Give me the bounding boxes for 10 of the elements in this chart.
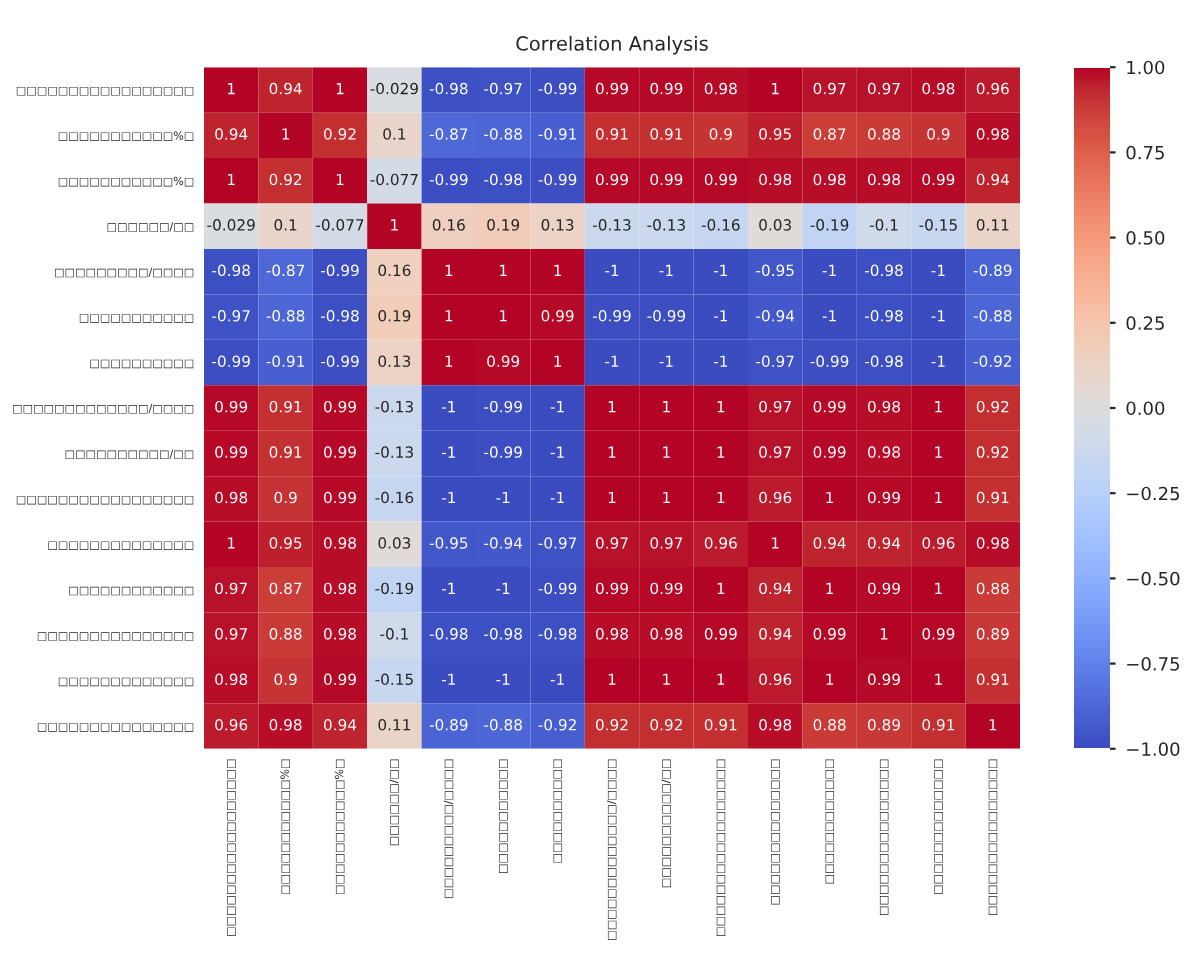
color-bar-label: 0.50 [1126,231,1165,245]
color-bar-label: 0.25 [1126,316,1164,330]
chart-title: Correlation Analysis [516,35,708,55]
color-bar-label: −1.00 [1127,742,1180,756]
color-bar-label: −0.25 [1127,486,1180,501]
color-bar-label: −0.75 [1127,657,1180,671]
color-bar-label: 0.00 [1126,401,1165,416]
color-bar-label: −0.50 [1127,571,1180,586]
color-bar-label: 1.00 [1127,60,1165,75]
color-bar-label: 0.75 [1126,145,1164,160]
